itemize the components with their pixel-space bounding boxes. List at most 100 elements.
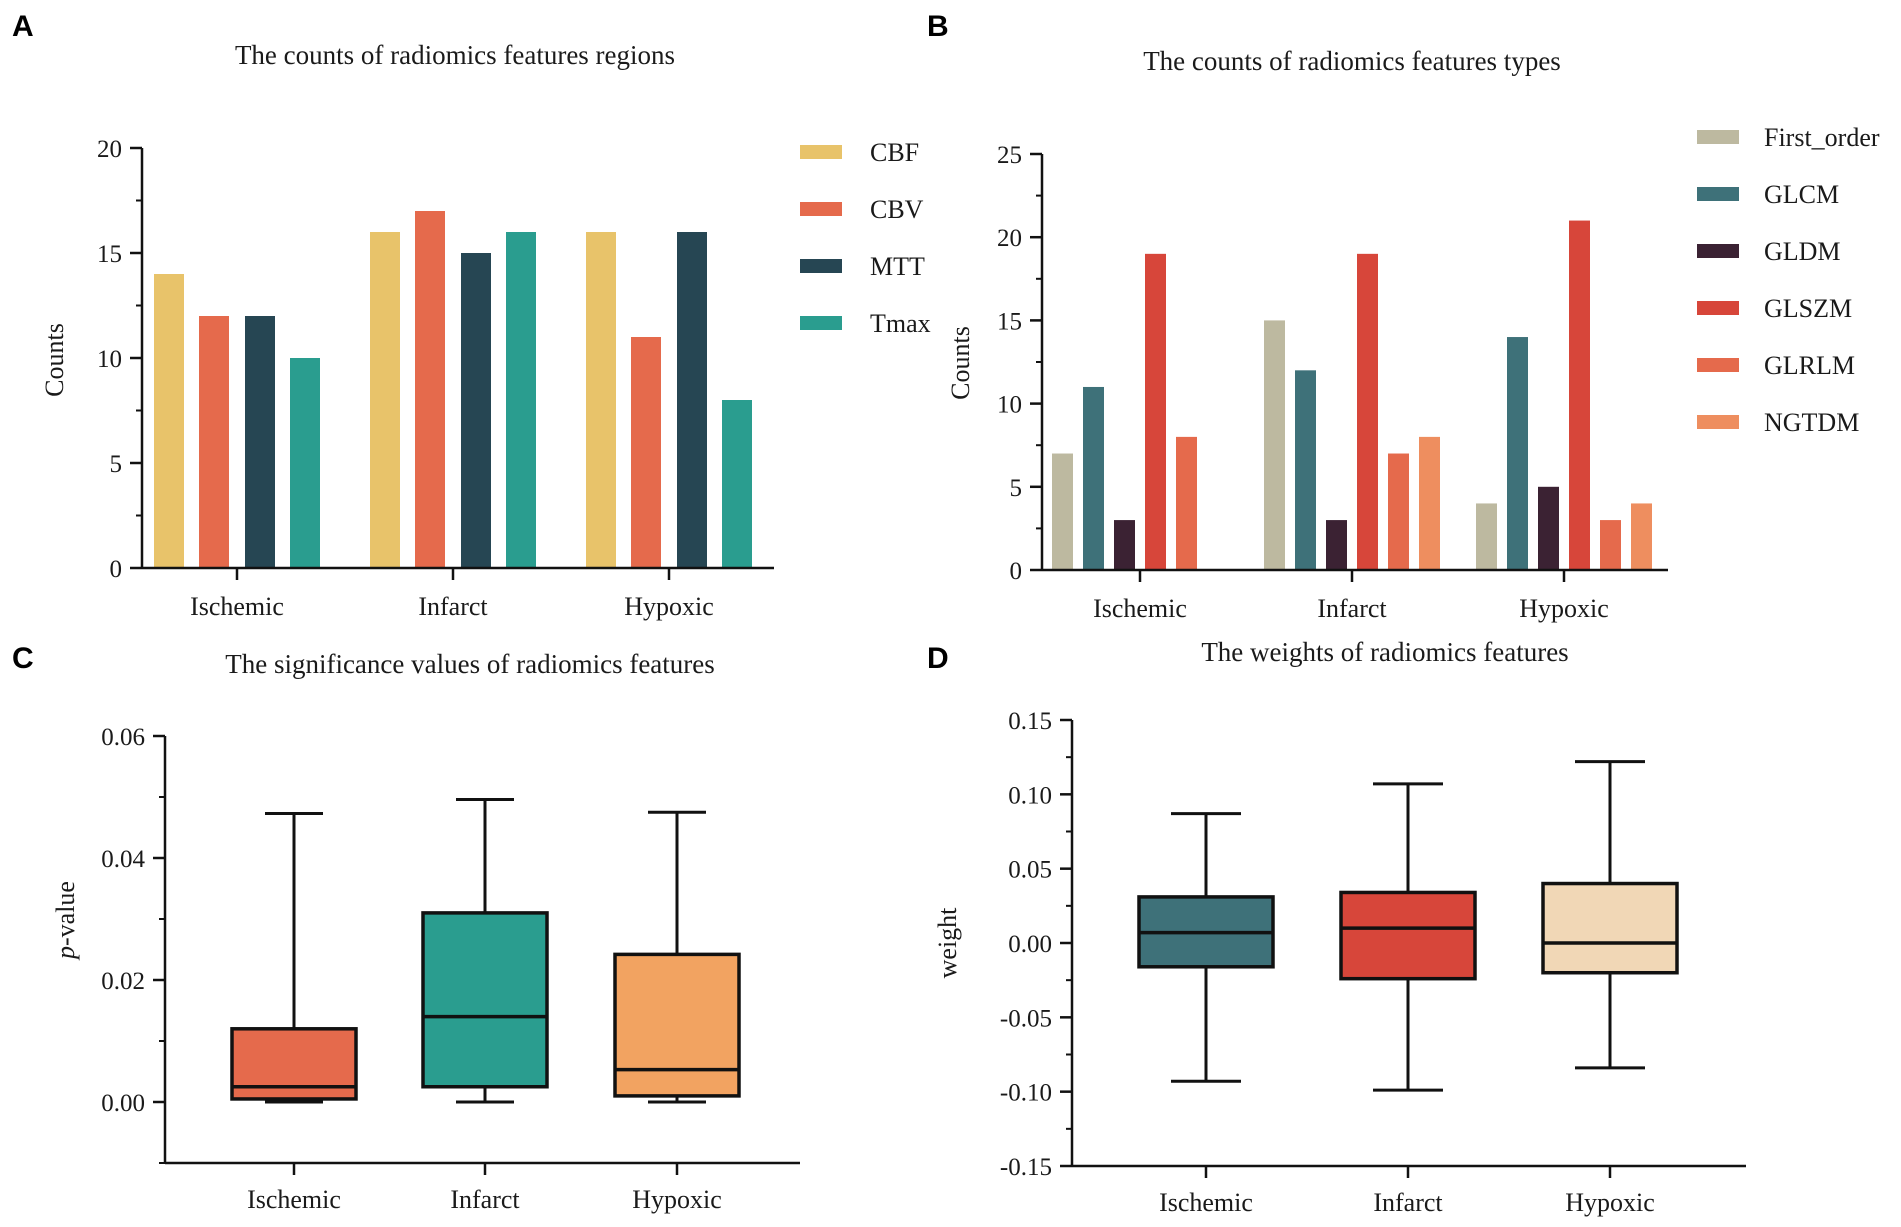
- panel-b-legend-swatch-glrlm: [1697, 358, 1739, 372]
- panel-b-bar-glszm-ischemic: [1145, 253, 1166, 570]
- panel-a-bar-cbv-infarct: [415, 211, 445, 568]
- panel-b-bar-glszm-infarct: [1357, 253, 1378, 570]
- panel-c-x-tick-label-ischemic: Ischemic: [247, 1185, 341, 1214]
- panel-d-y-tick-label: 0.05: [1008, 857, 1052, 884]
- panel-c-y-tick-label: 0.02: [101, 968, 145, 995]
- panel-a-bar-cbf-ischemic: [154, 274, 184, 568]
- panel-c-y-tick-label: 0.06: [101, 724, 145, 751]
- panel-a-y-tick-label: 0: [110, 556, 123, 583]
- panel-c: C The significance values of radiomics f…: [12, 642, 800, 1214]
- panel-b-bar-ngtdm-hypoxic: [1631, 503, 1652, 570]
- panel-b-label: B: [927, 10, 949, 43]
- panel-b-bar-first-order-infarct: [1264, 320, 1285, 570]
- panel-c-y-tick-label: 0.00: [101, 1090, 145, 1117]
- panel-d-box-hypoxic: [1541, 760, 1679, 1070]
- panel-b-y-tick-label: 0: [1010, 558, 1023, 585]
- panel-c-box-infarct: [421, 797, 549, 1104]
- panel-a-x-tick-label-ischemic: Ischemic: [190, 592, 284, 621]
- panel-b-bar-glcm-infarct: [1295, 370, 1316, 570]
- panel-a-x-tick-label-hypoxic: Hypoxic: [624, 592, 714, 621]
- panel-b-bar-glcm-hypoxic: [1507, 337, 1528, 570]
- panel-b-bar-glszm-hypoxic: [1569, 220, 1590, 570]
- panel-a-bar-cbv-ischemic: [199, 316, 229, 568]
- panel-d-iqr-box-infarct: [1339, 890, 1477, 981]
- panel-d-box-infarct: [1339, 782, 1477, 1092]
- panel-c-box-hypoxic: [613, 810, 741, 1104]
- panel-d-x-tick-label-hypoxic: Hypoxic: [1565, 1188, 1655, 1217]
- panel-d-y-tick-label: -0.10: [1000, 1080, 1052, 1107]
- panel-a-legend-label-tmax: Tmax: [870, 309, 931, 338]
- panel-a-bar-tmax-infarct: [506, 232, 536, 568]
- panel-b-y-axis-label: Counts: [946, 326, 975, 400]
- panel-b-bar-glrlm-infarct: [1388, 453, 1409, 570]
- panel-d-y-tick-label: 0.15: [1008, 708, 1052, 735]
- panel-a-bar-mtt-ischemic: [245, 316, 275, 568]
- panel-b-bar-gldm-ischemic: [1114, 520, 1135, 570]
- panel-d-box-ischemic: [1137, 812, 1275, 1083]
- panel-b-y-tick-label: 5: [1010, 475, 1023, 502]
- panel-c-title: The significance values of radiomics fea…: [225, 649, 715, 679]
- panel-b-bar-ngtdm-infarct: [1419, 436, 1440, 570]
- panel-d-x-tick-label-ischemic: Ischemic: [1159, 1188, 1253, 1217]
- panel-a-bar-cbv-hypoxic: [631, 337, 661, 568]
- panel-b-title: The counts of radiomics features types: [1143, 46, 1561, 76]
- panel-b-legend-label-glcm: GLCM: [1764, 180, 1839, 209]
- panel-b-y-tick-label: 10: [997, 392, 1022, 419]
- panel-d-title: The weights of radiomics features: [1201, 637, 1568, 667]
- panel-a-legend-swatch-cbf: [800, 145, 842, 159]
- panel-d-y-tick-label: -0.15: [1000, 1154, 1052, 1181]
- panel-a: A The counts of radiomics features regio…: [12, 10, 931, 621]
- panel-b-legend-swatch-gldm: [1697, 244, 1739, 258]
- panel-a-bar-cbf-hypoxic: [586, 232, 616, 568]
- panel-c-x-tick-label-infarct: Infarct: [450, 1185, 520, 1214]
- panel-b-legend-swatch-glszm: [1697, 301, 1739, 315]
- panel-b-bar-glrlm-ischemic: [1176, 436, 1197, 570]
- panel-b-x-tick-label-hypoxic: Hypoxic: [1519, 594, 1609, 623]
- panel-b-x-tick-label-ischemic: Ischemic: [1093, 594, 1187, 623]
- panel-b-bar-first-order-hypoxic: [1476, 503, 1497, 570]
- panel-c-iqr-box-infarct: [421, 911, 549, 1089]
- panel-a-bar-tmax-ischemic: [290, 358, 320, 568]
- panel-a-y-tick-label: 10: [97, 346, 122, 373]
- panel-a-title: The counts of radiomics features regions: [235, 40, 675, 70]
- panel-d: D The weights of radiomics features weig…: [927, 637, 1746, 1217]
- panel-d-x-tick-label-infarct: Infarct: [1373, 1188, 1443, 1217]
- panel-b-x-tick-label-infarct: Infarct: [1317, 594, 1387, 623]
- panel-c-y-tick-label: 0.04: [101, 846, 145, 873]
- panel-d-label: D: [927, 642, 949, 675]
- panel-b-y-tick-label: 15: [997, 308, 1022, 335]
- panel-a-bar-tmax-hypoxic: [722, 400, 752, 568]
- panel-b: B The counts of radiomics features types…: [927, 10, 1880, 623]
- panel-a-legend-swatch-mtt: [800, 259, 842, 273]
- panel-b-bar-glrlm-hypoxic: [1600, 520, 1621, 570]
- panel-c-y-axis-label-rest: -value: [51, 881, 80, 946]
- panel-b-legend-label-ngtdm: NGTDM: [1764, 408, 1859, 437]
- panel-c-box-ischemic: [230, 811, 358, 1104]
- panel-b-y-tick-label: 20: [997, 225, 1022, 252]
- panel-b-y-tick-label: 25: [997, 142, 1022, 169]
- panel-d-y-tick-label: 0.00: [1008, 931, 1052, 958]
- panel-d-y-tick-label: 0.10: [1008, 782, 1052, 809]
- panel-b-legend-label-gldm: GLDM: [1764, 237, 1841, 266]
- panel-a-y-axis-label: Counts: [40, 323, 69, 397]
- panel-a-legend-swatch-cbv: [800, 202, 842, 216]
- panel-a-legend-swatch-tmax: [800, 316, 842, 330]
- panel-a-y-tick-label: 20: [97, 136, 122, 163]
- panel-a-legend-label-mtt: MTT: [870, 252, 925, 281]
- panel-b-legend-swatch-glcm: [1697, 187, 1739, 201]
- panel-c-x-tick-label-hypoxic: Hypoxic: [632, 1185, 722, 1214]
- panel-b-bar-glcm-ischemic: [1083, 386, 1104, 570]
- panel-b-legend-swatch-first-order: [1697, 130, 1739, 144]
- panel-b-legend-label-glszm: GLSZM: [1764, 294, 1852, 323]
- panel-c-y-axis-label-italic: p: [51, 946, 80, 961]
- panel-a-legend-label-cbf: CBF: [870, 138, 919, 167]
- panel-a-y-tick-label: 5: [110, 451, 123, 478]
- panel-d-y-axis-label: weight: [933, 907, 962, 979]
- panel-d-iqr-box-hypoxic: [1541, 881, 1679, 975]
- panel-d-y-tick-label: -0.05: [1000, 1005, 1052, 1032]
- panel-a-label: A: [12, 10, 34, 43]
- panel-b-bar-gldm-infarct: [1326, 520, 1347, 570]
- panel-a-x-tick-label-infarct: Infarct: [418, 592, 488, 621]
- panel-b-legend-label-glrlm: GLRLM: [1764, 351, 1855, 380]
